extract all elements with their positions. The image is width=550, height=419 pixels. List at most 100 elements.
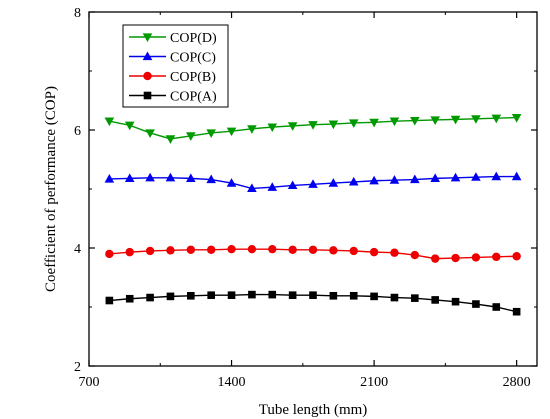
data-point-cop-a [370,292,378,301]
data-point-cop-c [511,171,522,181]
data-point-cop-b [369,247,379,257]
data-point-cop-a [105,296,114,305]
data-point-cop-b [329,246,338,255]
series-cop-d [104,114,522,144]
data-point-cop-c [308,179,318,188]
data-point-cop-a [451,297,460,306]
data-point-cop-c [186,173,196,182]
legend-label: COP(A) [170,90,217,105]
data-point-cop-d [226,127,237,137]
data-point-cop-b [288,245,297,254]
data-point-cop-c [348,176,359,186]
data-point-cop-a [472,300,480,308]
data-point-cop-b [430,254,440,263]
data-point-cop-d [186,132,196,141]
data-point-cop-b [145,246,155,256]
data-point-cop-c [328,178,339,187]
data-point-cop-a [125,294,134,303]
data-point-cop-a [146,293,154,302]
data-point-cop-d [511,114,522,123]
data-point-cop-a [329,291,338,300]
data-point-cop-d [328,120,339,130]
x-tick-label: 700 [79,375,100,390]
data-point-cop-b [206,245,216,254]
data-point-cop-a [512,307,521,316]
data-point-cop-c [104,173,115,183]
data-point-cop-a [227,291,236,299]
data-point-cop-c [226,178,237,187]
legend-label: COP(C) [170,51,216,66]
legend-marker [143,91,152,100]
data-point-cop-c [450,172,461,182]
data-point-cop-b [349,246,358,256]
data-point-cop-c [430,173,440,182]
data-point-cop-b [125,247,134,257]
data-point-cop-b [166,246,175,255]
data-point-cop-b [492,252,501,262]
data-point-cop-b [512,252,521,261]
data-point-cop-d [430,116,440,125]
data-point-cop-c [124,173,135,182]
legend-label: COP(B) [170,70,216,85]
data-point-cop-a [207,291,215,299]
legend-label: COP(D) [170,31,217,46]
data-point-cop-a [390,293,399,302]
legend-item-cop-a: COP(A) [129,90,217,105]
data-point-cop-b [247,244,257,254]
data-point-cop-b [471,253,481,262]
y-tick-label: 8 [74,6,81,21]
y-axis-title: Coefficient of performance (COP) [43,86,59,292]
series-cop-a [105,290,521,316]
series-cop-b [105,244,521,263]
y-tick-label: 2 [74,360,81,375]
data-point-cop-c [267,182,278,191]
data-point-cop-b [186,245,196,254]
data-point-cop-b [410,250,420,260]
data-point-cop-a [349,291,358,300]
legend-item-cop-b: COP(B) [129,70,216,85]
data-point-cop-b [268,244,277,254]
data-point-cop-a [248,290,256,299]
legend-marker [142,33,153,42]
data-point-cop-d [124,121,135,131]
data-point-cop-c [206,174,216,184]
x-axis-title: Tube length (mm) [259,402,368,418]
data-point-cop-c [165,172,176,182]
legend-marker [142,51,153,61]
series-cop-c [104,171,522,193]
data-point-cop-c [491,171,502,181]
data-point-cop-a [309,291,317,299]
y-tick-label: 6 [74,124,81,139]
data-point-cop-d [206,129,216,138]
data-point-cop-a [268,290,277,299]
data-point-cop-d [471,115,481,124]
data-point-cop-d [369,118,379,128]
data-point-cop-d [491,114,502,124]
data-point-cop-a [288,291,297,299]
data-point-cop-d [348,119,359,128]
data-point-cop-d [389,117,400,127]
data-point-cop-d [287,122,298,131]
data-point-cop-a [492,303,501,311]
data-point-cop-d [450,115,461,125]
legend: COP(D) COP(C) COP(B) COP(A) [122,24,229,108]
data-point-cop-c [145,172,155,182]
data-point-cop-c [471,172,481,181]
x-tick-label: 2800 [503,375,531,390]
data-point-cop-b [308,245,318,254]
data-point-cop-d [308,121,318,130]
x-tick-label: 2100 [360,375,388,390]
legend-item-cop-c: COP(C) [129,51,216,66]
data-point-cop-c [410,174,420,184]
y-tick-label: 4 [74,242,81,257]
legend-box [122,24,229,108]
data-point-cop-b [105,249,114,259]
x-tick-label: 1400 [218,375,246,390]
data-point-cop-b [451,253,460,263]
plot-series [104,114,522,316]
data-point-cop-a [187,291,195,300]
data-point-cop-b [390,248,399,257]
data-point-cop-c [369,175,379,185]
data-point-cop-c [389,175,400,184]
